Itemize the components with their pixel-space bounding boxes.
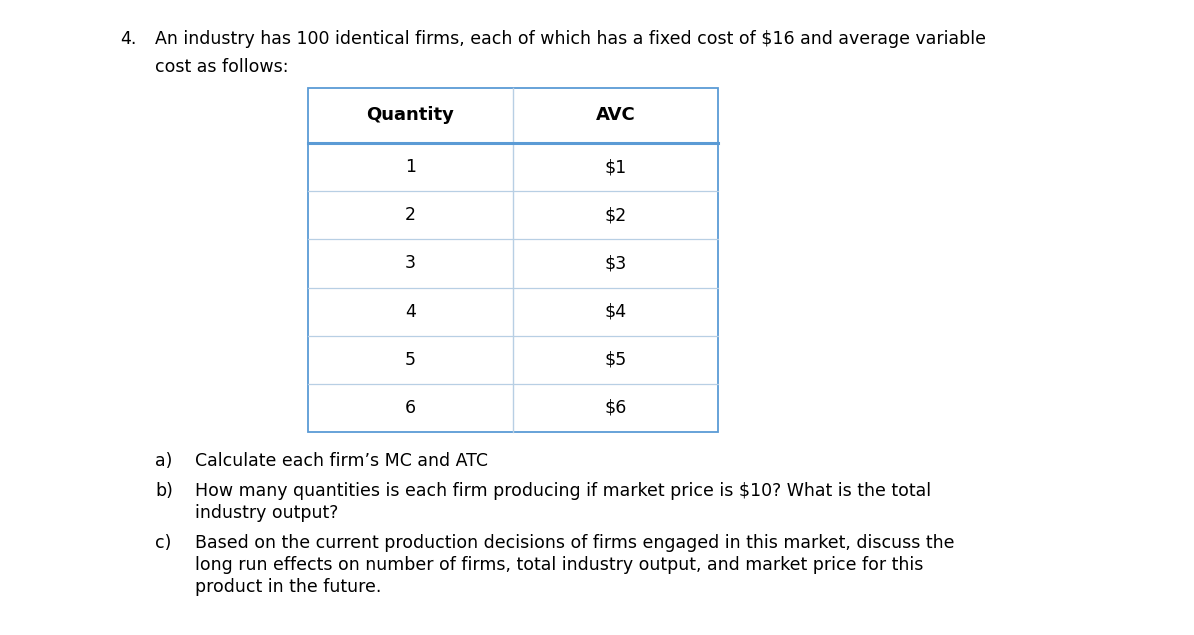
Text: An industry has 100 identical firms, each of which has a fixed cost of $16 and a: An industry has 100 identical firms, eac…: [155, 30, 986, 48]
Text: 2: 2: [405, 206, 416, 224]
Text: $4: $4: [604, 303, 627, 321]
Text: 4: 4: [405, 303, 416, 321]
Text: Calculate each firm’s MC and ATC: Calculate each firm’s MC and ATC: [195, 452, 488, 470]
Text: 1: 1: [405, 158, 416, 176]
Text: 6: 6: [405, 399, 416, 417]
Text: 5: 5: [405, 351, 416, 369]
Text: product in the future.: product in the future.: [195, 578, 381, 596]
Text: Quantity: Quantity: [367, 107, 455, 124]
Text: Based on the current production decisions of firms engaged in this market, discu: Based on the current production decision…: [195, 534, 954, 552]
Text: 4.: 4.: [121, 30, 136, 48]
Text: c): c): [155, 534, 172, 552]
Text: $5: $5: [604, 351, 627, 369]
Text: cost as follows:: cost as follows:: [155, 58, 289, 76]
Text: $6: $6: [604, 399, 627, 417]
Bar: [308, 88, 718, 432]
Text: $1: $1: [604, 158, 627, 176]
Text: industry output?: industry output?: [195, 504, 338, 522]
Text: a): a): [155, 452, 172, 470]
Text: $2: $2: [604, 206, 627, 224]
Text: AVC: AVC: [596, 107, 635, 124]
Text: How many quantities is each firm producing if market price is $10? What is the t: How many quantities is each firm produci…: [195, 482, 931, 500]
Text: 3: 3: [405, 255, 416, 272]
Text: $3: $3: [604, 255, 627, 272]
Text: long run effects on number of firms, total industry output, and market price for: long run effects on number of firms, tot…: [195, 556, 923, 574]
Text: b): b): [155, 482, 173, 500]
